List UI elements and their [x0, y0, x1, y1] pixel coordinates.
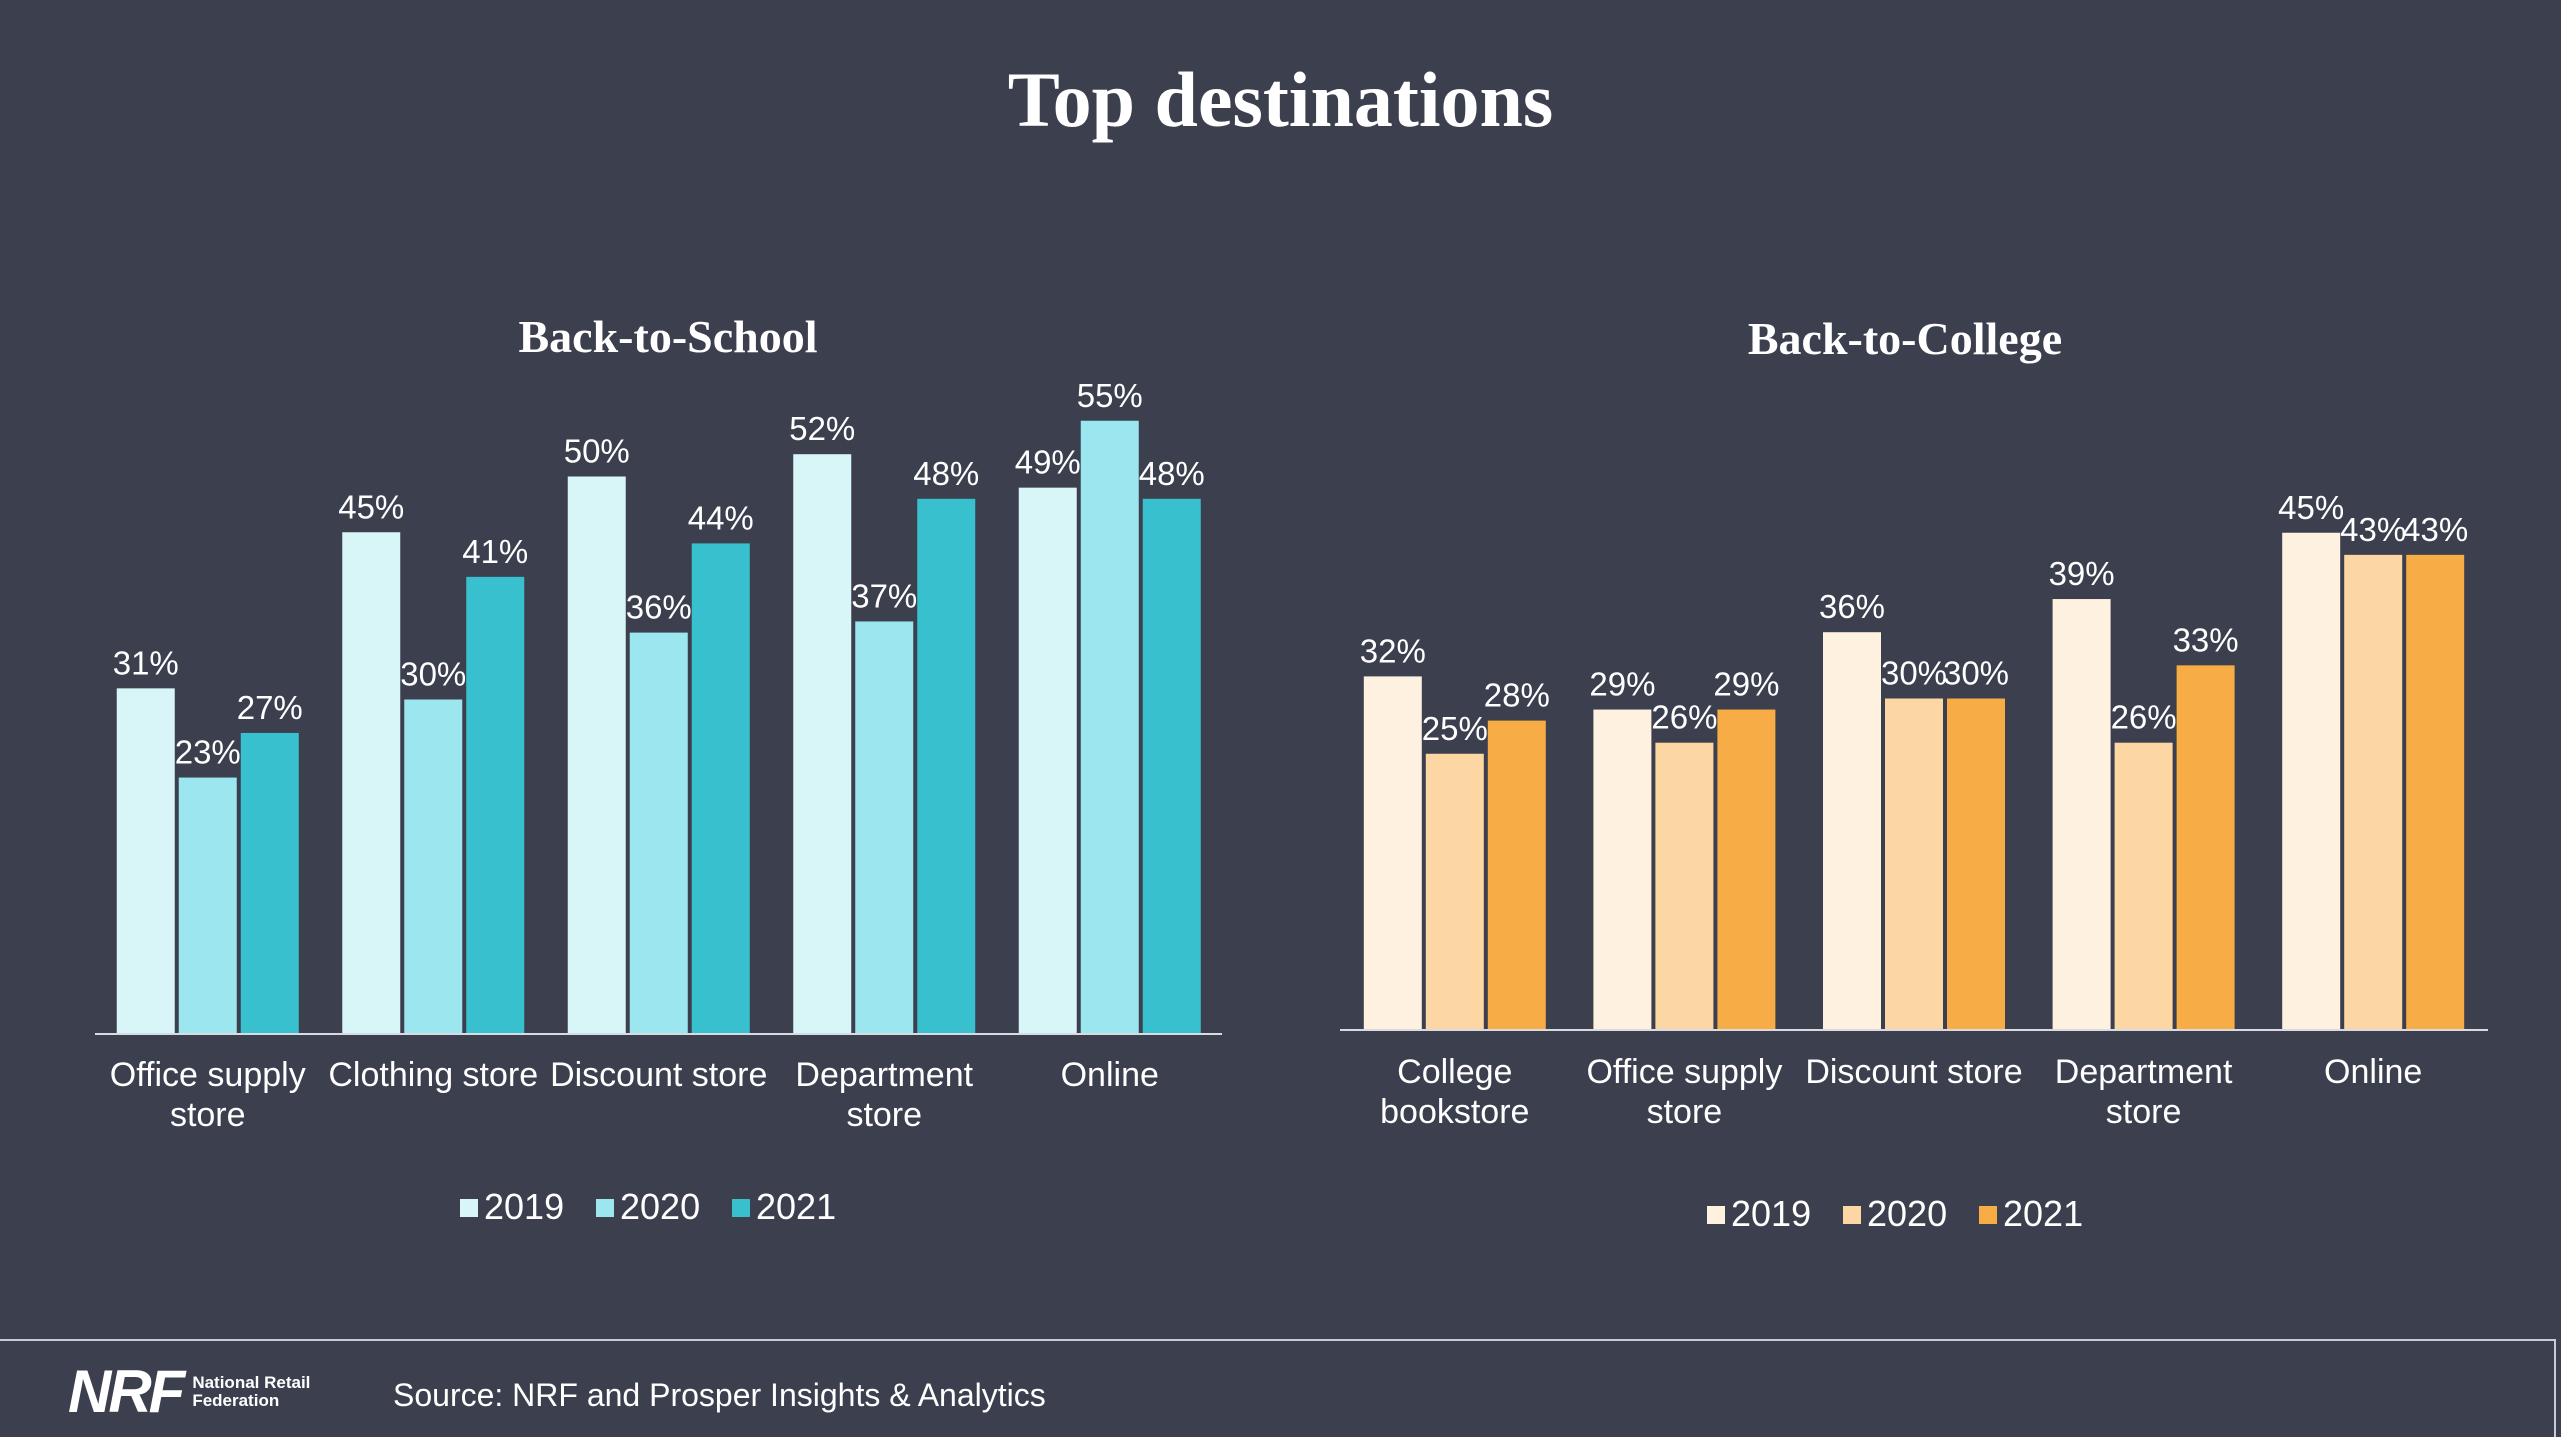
school-category-label-3: Discount store — [550, 1056, 767, 1094]
school-bar-2019-5 — [1018, 487, 1077, 1034]
college-category-label-2-line2: store — [1647, 1093, 1723, 1131]
college-bar-2020-5 — [2344, 554, 2403, 1030]
school-data-label-2019-4: 52% — [789, 410, 855, 447]
source-note: Source: NRF and Prosper Insights & Analy… — [393, 1377, 1046, 1413]
school-legend-label-2019: 2019 — [484, 1186, 564, 1227]
school-legend-swatch-2020 — [596, 1199, 614, 1217]
school-bar-2021-2 — [466, 576, 525, 1034]
college-legend-swatch-2020 — [1843, 1206, 1861, 1224]
college-bar-2020-3 — [1885, 698, 1943, 1030]
college-bar-2019-2 — [1593, 709, 1652, 1030]
college-bar-2021-4 — [2176, 665, 2235, 1030]
college-legend-swatch-2019 — [1707, 1206, 1725, 1224]
school-bar-2020-3 — [629, 632, 688, 1034]
college-bar-2020-1 — [1425, 753, 1484, 1030]
nrf-logo-mark: NRF — [68, 1358, 185, 1425]
college-data-label-2019-5: 45% — [2278, 489, 2344, 526]
college-data-label-2020-4: 26% — [2111, 699, 2177, 736]
school-bar-2021-1 — [240, 732, 299, 1034]
college-data-label-2021-3: 30% — [1943, 655, 2009, 692]
college-category-label-4-line1: Department — [2055, 1053, 2233, 1091]
college-data-label-2019-1: 32% — [1360, 632, 1426, 669]
college-bar-2020-4 — [2114, 742, 2173, 1030]
college-bar-2019-3 — [1823, 632, 1881, 1030]
college-category-label-1-line1: College — [1397, 1053, 1512, 1091]
college-category-label-5: Online — [2324, 1053, 2422, 1091]
school-chart-title: Back-to-School — [519, 311, 818, 362]
nrf-logo-text: National Retail Federation — [192, 1373, 311, 1410]
college-data-label-2020-1: 25% — [1422, 710, 1488, 747]
college-legend-label-2021: 2021 — [2003, 1193, 2083, 1234]
college-category-label-4-line2: store — [2106, 1093, 2182, 1131]
school-data-label-2021-3: 44% — [688, 499, 754, 536]
school-category-label-1-line2: store — [170, 1096, 246, 1134]
school-bar-2021-5 — [1142, 498, 1201, 1034]
college-bar-2019-5 — [2282, 532, 2341, 1030]
college-data-label-2021-1: 28% — [1484, 677, 1550, 714]
college-bar-2020-2 — [1655, 742, 1714, 1030]
school-data-label-2021-1: 27% — [237, 689, 303, 726]
school-data-label-2021-4: 48% — [913, 455, 979, 492]
school-data-label-2020-1: 23% — [175, 734, 241, 771]
college-bar-2021-1 — [1487, 720, 1546, 1030]
school-bar-2020-5 — [1080, 420, 1139, 1034]
college-category-label-2-line1: Office supply — [1586, 1053, 1782, 1091]
nrf-logo[interactable]: NRF National Retail Federation — [68, 1361, 312, 1423]
college-legend-label-2019: 2019 — [1731, 1193, 1811, 1234]
school-category-label-1-line1: Office supply — [110, 1056, 306, 1094]
college-chart-title: Back-to-College — [1748, 313, 2062, 364]
school-bar-2021-3 — [691, 543, 750, 1034]
school-bar-2019-2 — [342, 532, 401, 1034]
college-bar-2021-3 — [1947, 698, 2005, 1030]
college-data-label-2021-5: 43% — [2402, 511, 2468, 548]
college-data-label-2019-3: 36% — [1819, 588, 1885, 625]
footer: NRF National Retail Federation Source: N… — [0, 1339, 2556, 1437]
school-category-label-2: Clothing store — [328, 1056, 538, 1094]
school-data-label-2019-2: 45% — [338, 488, 404, 525]
school-legend-swatch-2019 — [460, 1199, 478, 1217]
school-bar-2019-3 — [567, 476, 626, 1034]
school-category-label-4-line2: store — [846, 1096, 922, 1134]
college-bar-2019-4 — [2052, 599, 2111, 1030]
page-title: Top destinations — [1007, 56, 1554, 143]
school-data-label-2020-2: 30% — [400, 656, 466, 693]
school-data-label-2019-1: 31% — [113, 644, 179, 681]
college-category-label-3: Discount store — [1805, 1053, 2022, 1091]
school-bar-2019-1 — [116, 688, 175, 1034]
school-data-label-2019-5: 49% — [1015, 444, 1081, 481]
college-bar-2021-2 — [1717, 709, 1776, 1030]
college-bar-2019-1 — [1363, 676, 1422, 1030]
school-data-label-2019-3: 50% — [564, 433, 630, 470]
school-bar-2020-2 — [404, 699, 463, 1034]
college-category-label-1-line2: bookstore — [1380, 1093, 1529, 1131]
school-legend-label-2020: 2020 — [620, 1186, 700, 1227]
school-legend-label-2021: 2021 — [756, 1186, 836, 1227]
school-data-label-2021-5: 48% — [1139, 455, 1205, 492]
school-bar-2019-4 — [793, 454, 852, 1034]
college-data-label-2020-5: 43% — [2340, 511, 2406, 548]
school-data-label-2020-3: 36% — [626, 589, 692, 626]
college-data-label-2020-3: 30% — [1881, 655, 1947, 692]
school-bar-2020-1 — [178, 777, 237, 1034]
school-bar-2021-4 — [917, 498, 976, 1034]
college-data-label-2019-2: 29% — [1589, 666, 1655, 703]
school-legend-swatch-2021 — [732, 1199, 750, 1217]
school-bar-2020-4 — [855, 621, 914, 1034]
college-bar-2021-5 — [2406, 554, 2465, 1030]
school-category-label-4-line1: Department — [795, 1056, 973, 1094]
school-category-label-5: Online — [1061, 1056, 1159, 1094]
college-data-label-2021-2: 29% — [1713, 666, 1779, 703]
college-legend-swatch-2021 — [1979, 1206, 1997, 1224]
school-data-label-2021-2: 41% — [462, 533, 528, 570]
college-data-label-2021-4: 33% — [2173, 621, 2239, 658]
college-data-label-2019-4: 39% — [2049, 555, 2115, 592]
school-data-label-2020-5: 55% — [1077, 377, 1143, 414]
college-data-label-2020-2: 26% — [1651, 699, 1717, 736]
school-data-label-2020-4: 37% — [851, 577, 917, 614]
college-legend-label-2020: 2020 — [1867, 1193, 1947, 1234]
